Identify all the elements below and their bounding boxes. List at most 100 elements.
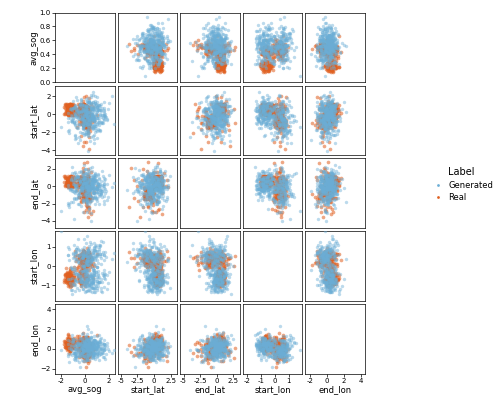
Point [212, 65, 220, 71]
Point [202, 252, 210, 259]
Point [256, 61, 264, 68]
Point [217, 343, 225, 349]
Point [258, 37, 266, 43]
Point [78, 176, 86, 183]
Point [322, 174, 330, 181]
Point [218, 59, 226, 66]
Point [84, 181, 92, 187]
Point [151, 63, 159, 70]
Point [322, 119, 330, 126]
Point [80, 114, 88, 121]
Point [262, 346, 270, 353]
Point [316, 125, 324, 131]
Point [254, 169, 262, 176]
Point [322, 251, 330, 257]
Point [85, 183, 93, 190]
Point [209, 336, 217, 343]
Point [332, 122, 340, 129]
Point [320, 185, 328, 192]
Point [262, 101, 270, 108]
Point [74, 174, 82, 181]
Point [78, 103, 86, 110]
Point [325, 121, 333, 127]
Point [323, 180, 331, 186]
Point [322, 112, 330, 118]
Point [210, 43, 218, 50]
Point [326, 276, 334, 282]
Point [136, 197, 143, 204]
Point [327, 60, 335, 67]
Point [143, 343, 151, 349]
Point [149, 46, 157, 53]
Point [322, 52, 330, 59]
Point [149, 189, 157, 196]
Point [136, 183, 144, 190]
Point [216, 338, 224, 344]
Point [84, 258, 92, 265]
Point [156, 345, 164, 352]
Point [317, 259, 325, 266]
Point [264, 352, 272, 358]
Point [96, 191, 104, 198]
Point [258, 357, 266, 363]
Point [266, 193, 274, 199]
Point [144, 350, 152, 357]
Point [325, 58, 333, 65]
Point [220, 54, 228, 60]
Point [316, 253, 324, 260]
Point [164, 344, 172, 351]
Point [144, 35, 152, 42]
Point [323, 187, 331, 194]
Point [328, 117, 336, 124]
Point [261, 100, 269, 107]
Point [212, 37, 220, 44]
Point [150, 341, 158, 347]
Point [214, 348, 222, 354]
Point [282, 350, 290, 357]
Point [151, 272, 159, 279]
Point [262, 184, 270, 190]
Point [80, 281, 88, 287]
Point [320, 166, 328, 173]
Point [80, 263, 88, 270]
Point [192, 114, 200, 121]
Point [263, 338, 271, 344]
Point [204, 259, 212, 265]
Point [204, 53, 212, 60]
Point [90, 175, 98, 182]
Point [324, 59, 332, 66]
Point [264, 175, 272, 181]
Point [148, 191, 156, 197]
Point [209, 266, 217, 273]
Point [258, 103, 266, 110]
Point [264, 173, 272, 180]
Point [154, 182, 162, 189]
Point [322, 61, 330, 68]
Point [266, 33, 274, 40]
Point [81, 340, 89, 347]
Point [144, 289, 152, 296]
Point [254, 103, 262, 110]
Point [314, 114, 322, 121]
Point [260, 99, 268, 105]
Point [324, 58, 332, 65]
Point [220, 277, 228, 284]
Point [155, 338, 163, 344]
Point [80, 180, 88, 186]
Point [146, 48, 154, 55]
Point [276, 116, 284, 123]
Point [218, 279, 226, 286]
Point [262, 68, 270, 75]
Point [318, 99, 326, 106]
Point [316, 193, 324, 199]
Point [76, 350, 84, 357]
Point [331, 52, 339, 59]
Point [278, 106, 286, 113]
Point [315, 45, 323, 52]
Point [66, 108, 74, 114]
Point [218, 112, 226, 118]
Point [276, 56, 284, 63]
Point [145, 261, 153, 268]
Point [86, 146, 94, 152]
Point [270, 67, 278, 74]
